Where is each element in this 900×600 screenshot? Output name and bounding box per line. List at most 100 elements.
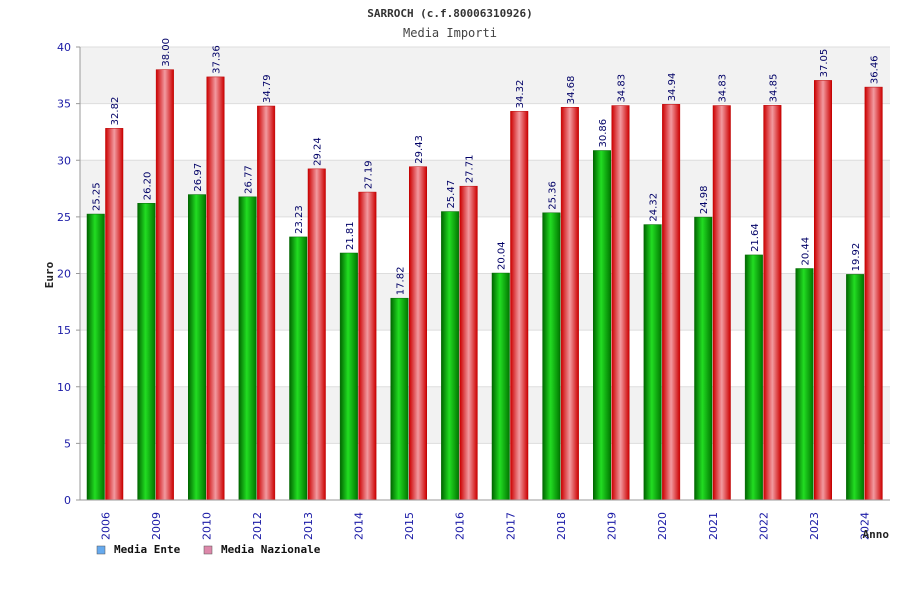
x-tick-label: 2010	[201, 512, 214, 540]
value-label: 36.46	[870, 55, 881, 84]
bar-media-ente-2012	[238, 196, 257, 501]
bar-media-ente-2023	[795, 268, 814, 501]
value-label: 25.47	[446, 180, 457, 209]
bar-media-nazionale-2010	[206, 76, 225, 501]
y-tick-label: 5	[64, 437, 71, 450]
bar-media-nazionale-2022	[763, 105, 782, 501]
x-tick-label: 2024	[859, 512, 872, 540]
x-tick-labels: 2006 2009 2010 2012 2013 2014 2015 2016 2017 2018…	[99, 512, 871, 540]
legend-swatch-media-ente	[96, 545, 106, 555]
value-label: 27.71	[465, 155, 476, 184]
value-label: 20.04	[497, 241, 508, 270]
x-tick-label: 2009	[150, 512, 163, 540]
x-tick-label: 2012	[251, 512, 264, 540]
bar-media-nazionale-2014	[358, 191, 377, 501]
value-label: 26.77	[244, 165, 255, 194]
value-label: 24.98	[699, 185, 710, 214]
x-axis-label: Anno	[863, 528, 890, 541]
x-tick-label: 2020	[656, 512, 669, 540]
y-tick-label: 25	[57, 211, 71, 224]
bar-media-nazionale-2015	[409, 166, 427, 501]
x-tick-label: 2021	[707, 512, 720, 540]
bar-media-nazionale-2021	[712, 105, 731, 501]
x-tick-label: 2017	[504, 512, 517, 540]
value-label: 32.82	[110, 97, 121, 126]
value-label: 34.85	[768, 74, 779, 103]
bar-media-ente-2010	[188, 194, 206, 501]
bar-media-ente-2013	[289, 236, 308, 501]
value-label: 21.64	[750, 223, 761, 252]
value-label: 21.81	[345, 221, 356, 250]
value-label: 30.86	[598, 119, 609, 148]
bar-media-ente-2024	[846, 274, 865, 501]
bar-media-ente-2017	[491, 272, 510, 501]
y-tick-label: 40	[57, 41, 71, 54]
bar-media-nazionale-2017	[510, 111, 529, 501]
chart-subtitle: Media Importi	[403, 26, 497, 40]
value-label: 37.36	[212, 45, 223, 74]
value-label: 38.00	[161, 38, 172, 67]
x-tick-label: 2013	[302, 512, 315, 540]
y-tick-label: 35	[57, 98, 71, 111]
x-tick-label: 2022	[757, 512, 770, 540]
x-tick-label: 2014	[352, 512, 365, 540]
y-tick-labels: 0 5 10 15 20 25 30 35 40	[57, 41, 71, 507]
bar-media-nazionale-2006	[105, 128, 124, 501]
value-label: 34.83	[617, 74, 628, 103]
value-label: 20.44	[801, 237, 812, 266]
bar-media-ente-2014	[339, 252, 358, 501]
bar-media-nazionale-2009	[155, 69, 174, 501]
bar-media-nazionale-2018	[560, 106, 579, 501]
y-tick-label: 15	[57, 324, 71, 337]
value-label: 29.43	[414, 135, 425, 164]
x-tick-label: 2018	[555, 512, 568, 540]
legend-label-media-ente: Media Ente	[114, 543, 181, 556]
bar-media-nazionale-2020	[662, 104, 681, 501]
chart-title: SARROCH (c.f.80006310926)	[367, 7, 533, 20]
legend-swatch-media-nazionale	[203, 545, 213, 555]
x-tick-label: 2015	[403, 512, 416, 540]
bar-media-ente-2009	[137, 203, 156, 501]
value-label: 26.20	[142, 172, 153, 201]
value-labels: 25.25 32.82 26.20 38.00 26.97 37.36 26.77 34.79…	[92, 38, 881, 295]
value-label: 24.32	[649, 193, 660, 222]
value-label: 29.24	[313, 137, 324, 166]
legend: Media Ente Media Nazionale	[96, 543, 321, 556]
bar-media-nazionale-2013	[307, 168, 326, 501]
bar-media-ente-2018	[542, 212, 561, 501]
value-label: 25.25	[92, 182, 103, 211]
bar-media-ente-2006	[86, 213, 105, 501]
y-tick-label: 10	[57, 381, 71, 394]
bar-media-ente-2021	[694, 216, 713, 501]
value-label: 27.19	[363, 160, 374, 189]
bar-media-ente-2015	[390, 297, 409, 501]
bar-media-ente-2019	[593, 150, 611, 501]
legend-label-media-nazionale: Media Nazionale	[221, 543, 321, 556]
x-tick-label: 2006	[99, 512, 112, 540]
x-tick-label: 2016	[454, 512, 467, 540]
value-label: 34.94	[667, 73, 678, 102]
bar-media-nazionale-2023	[814, 80, 832, 501]
value-label: 34.79	[262, 74, 273, 103]
value-label: 34.68	[566, 76, 577, 105]
value-label: 19.92	[851, 243, 862, 272]
value-label: 26.97	[193, 163, 204, 192]
bar-media-nazionale-2019	[611, 105, 630, 501]
y-tick-label: 20	[57, 268, 71, 281]
x-tick-label: 2023	[808, 512, 821, 540]
bar-media-ente-2022	[744, 254, 763, 501]
value-label: 23.23	[294, 205, 305, 234]
y-axis-label: Euro	[43, 261, 56, 288]
value-label: 17.82	[396, 267, 407, 296]
bar-media-ente-2016	[441, 211, 460, 501]
bar-media-nazionale-2012	[257, 105, 276, 501]
value-label: 34.83	[718, 74, 729, 103]
y-tick-label: 30	[57, 154, 71, 167]
y-tick-label: 0	[64, 494, 71, 507]
bar-media-nazionale-2024	[864, 86, 883, 501]
bar-media-nazionale-2016	[459, 185, 478, 501]
value-label: 37.05	[819, 49, 830, 78]
value-label: 25.36	[547, 181, 558, 210]
x-tick-label: 2019	[606, 512, 619, 540]
